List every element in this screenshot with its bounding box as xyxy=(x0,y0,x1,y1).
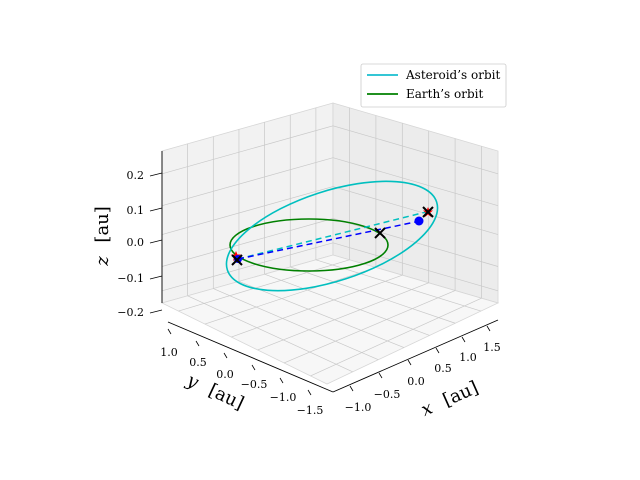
grid-line xyxy=(161,242,334,292)
grid-line xyxy=(332,242,499,292)
z-tick-label: 0.2 xyxy=(127,169,145,182)
grid-line xyxy=(161,186,334,235)
x-axis-line xyxy=(332,319,499,393)
z-axis-label-var: z xyxy=(92,256,113,267)
x-axis-label-unit: [au] xyxy=(440,377,482,411)
tick-mark xyxy=(378,372,383,379)
tick-mark xyxy=(435,347,440,354)
tick-mark xyxy=(486,325,491,332)
y-axis-line xyxy=(167,321,334,393)
y-tick-label: 0.5 xyxy=(189,356,207,369)
y-axis-label-var: y xyxy=(183,369,203,393)
segment-cyan-dashed xyxy=(237,210,431,260)
y-tick-label: −0.5 xyxy=(241,378,268,391)
grid-line xyxy=(161,218,334,267)
z-tick-label: −0.1 xyxy=(117,272,144,285)
marker-dot xyxy=(414,216,424,226)
x-axis-label: x [au] xyxy=(418,377,482,421)
tick-mark xyxy=(307,389,312,396)
tick-mark xyxy=(223,352,228,359)
x-tick-label: 1.0 xyxy=(459,351,477,364)
y-tick-labels: 1.0 0.5 0.0 −0.5 −1.0 −1.5 xyxy=(160,346,323,417)
grid-line xyxy=(178,259,350,312)
grid-line xyxy=(264,273,430,336)
grid-lines xyxy=(161,107,499,377)
tick-mark xyxy=(149,172,163,177)
tick-mark xyxy=(195,340,200,347)
x-tick-label: 0.0 xyxy=(407,375,425,388)
tick-mark xyxy=(149,275,163,280)
pane-floor xyxy=(160,254,500,385)
y-tick-label: −1.0 xyxy=(270,391,297,404)
svg-text:y [au]: y [au] xyxy=(183,369,247,414)
tick-mark xyxy=(349,385,354,392)
y-axis-label: y [au] xyxy=(183,369,247,414)
grid-line xyxy=(231,274,403,338)
marker-x xyxy=(422,206,434,218)
grid-line xyxy=(332,157,499,207)
segment-blue-dashed xyxy=(237,220,421,260)
tick-mark xyxy=(167,328,172,335)
series-earth-orbit xyxy=(229,218,389,272)
tick-mark xyxy=(149,207,163,212)
tick-mark xyxy=(251,364,256,371)
grid-line xyxy=(283,290,456,364)
grid-line xyxy=(290,266,456,324)
tick-mark xyxy=(461,336,466,343)
grid-line xyxy=(187,295,353,373)
grid-line xyxy=(332,186,499,235)
legend: Asteroid’s orbit Earth’s orbit xyxy=(360,63,507,108)
axis-edges xyxy=(161,151,499,393)
z-axis-label-unit: [au] xyxy=(92,206,113,242)
tick-mark xyxy=(149,239,163,244)
x-tick-label: −1.0 xyxy=(345,401,372,414)
svg-text:x [au]: x [au] xyxy=(418,377,482,421)
grid-line xyxy=(257,282,429,351)
x-tick-label: 0.5 xyxy=(434,362,452,375)
grid-line xyxy=(332,125,499,175)
grid-line xyxy=(238,281,405,348)
grid-line xyxy=(310,297,482,377)
x-tick-labels: −1.0 −0.5 0.0 0.5 1.0 1.5 xyxy=(345,341,501,414)
tick-mark xyxy=(279,377,284,384)
legend-entry-earth: Earth’s orbit xyxy=(406,87,483,101)
x-tick-label: 1.5 xyxy=(483,341,501,354)
z-axis-label: z [au] xyxy=(92,206,113,267)
legend-entry-asteroid: Asteroid’s orbit xyxy=(405,68,500,82)
z-tick-label: 0.1 xyxy=(127,204,145,217)
grid-line xyxy=(213,288,379,361)
grid-line xyxy=(161,125,334,175)
z-tick-label: 0.0 xyxy=(127,236,145,249)
grid-line xyxy=(161,157,334,207)
z-tick-label: −0.2 xyxy=(117,306,144,319)
tick-marks xyxy=(149,172,491,396)
x-axis-label-var: x xyxy=(418,398,436,421)
tick-mark xyxy=(149,309,163,314)
grid-line xyxy=(204,267,377,325)
series-asteroid-orbit xyxy=(225,180,439,292)
z-tick-labels: 0.2 0.1 0.0 −0.1 −0.2 xyxy=(117,169,144,319)
marker-x xyxy=(231,254,243,266)
y-tick-label: 1.0 xyxy=(160,346,178,359)
y-tick-label: 0.0 xyxy=(216,368,234,381)
y-tick-label: −1.5 xyxy=(297,404,324,417)
tick-mark xyxy=(407,359,412,366)
x-tick-label: −0.5 xyxy=(374,388,401,401)
svg-text:z [au]: z [au] xyxy=(92,206,113,267)
marker-x xyxy=(374,227,386,239)
